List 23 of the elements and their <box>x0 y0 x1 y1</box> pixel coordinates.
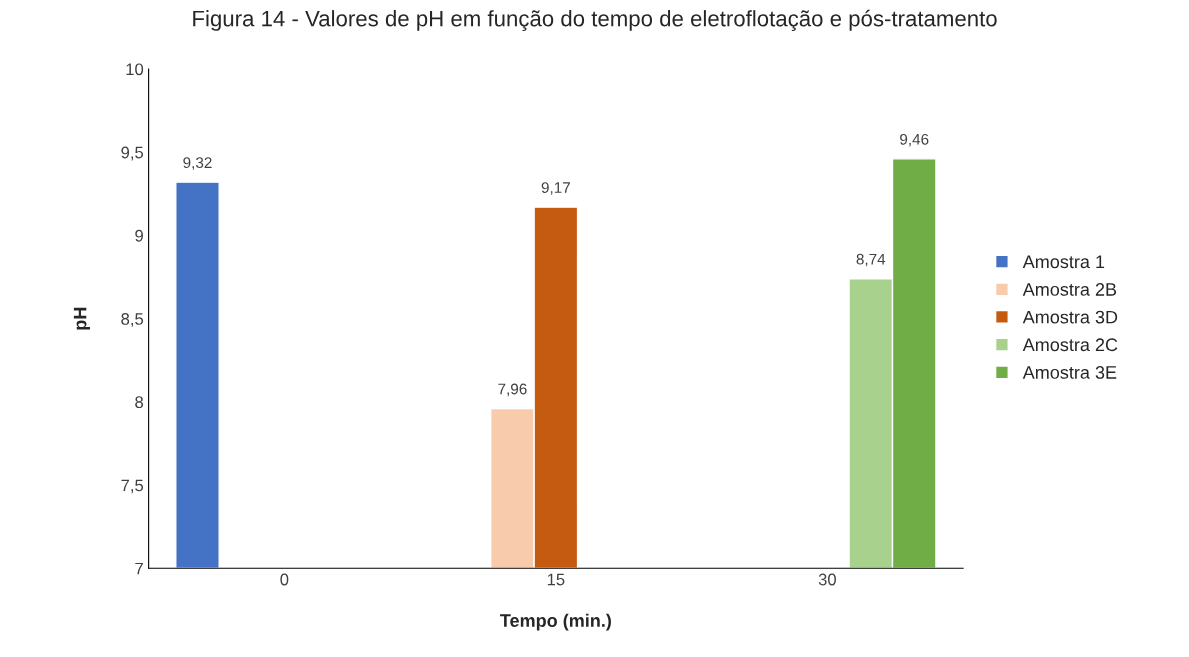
x-tick-label: 30 <box>818 573 836 586</box>
data-label: 9,17 <box>541 182 570 195</box>
data-label: 7,96 <box>498 383 527 397</box>
x-tick-label: 0 <box>280 573 289 586</box>
x-axis-title: Tempo (min.) <box>500 613 611 631</box>
data-label: 8,74 <box>856 253 886 267</box>
y-tick-label: 7,5 <box>121 479 144 494</box>
y-tick-label: 9 <box>135 229 143 242</box>
legend-label: Amostra 3D <box>1022 310 1118 324</box>
legend-label: Amostra 2B <box>1022 283 1117 296</box>
data-label: 9,46 <box>900 133 929 147</box>
y-tick-label: 7 <box>135 562 143 575</box>
y-tick-label: 9,5 <box>121 146 144 161</box>
y-axis-title: pH <box>73 307 91 330</box>
legend-label: Amostra 3E <box>1022 366 1117 379</box>
y-tick-label: 8 <box>135 396 144 409</box>
data-label: 9,32 <box>183 157 212 170</box>
y-tick-label: 10 <box>126 63 144 76</box>
legend-label: Amostra 2C <box>1022 338 1118 352</box>
y-tick-label: 8,5 <box>121 313 144 327</box>
legend-label: Amostra 1 <box>1022 255 1105 269</box>
chart-title: Figura 14 - Valores de pH em função do tempo de eletroflotação e pós-tratamento <box>193 9 997 31</box>
x-tick-label: 15 <box>547 573 565 586</box>
